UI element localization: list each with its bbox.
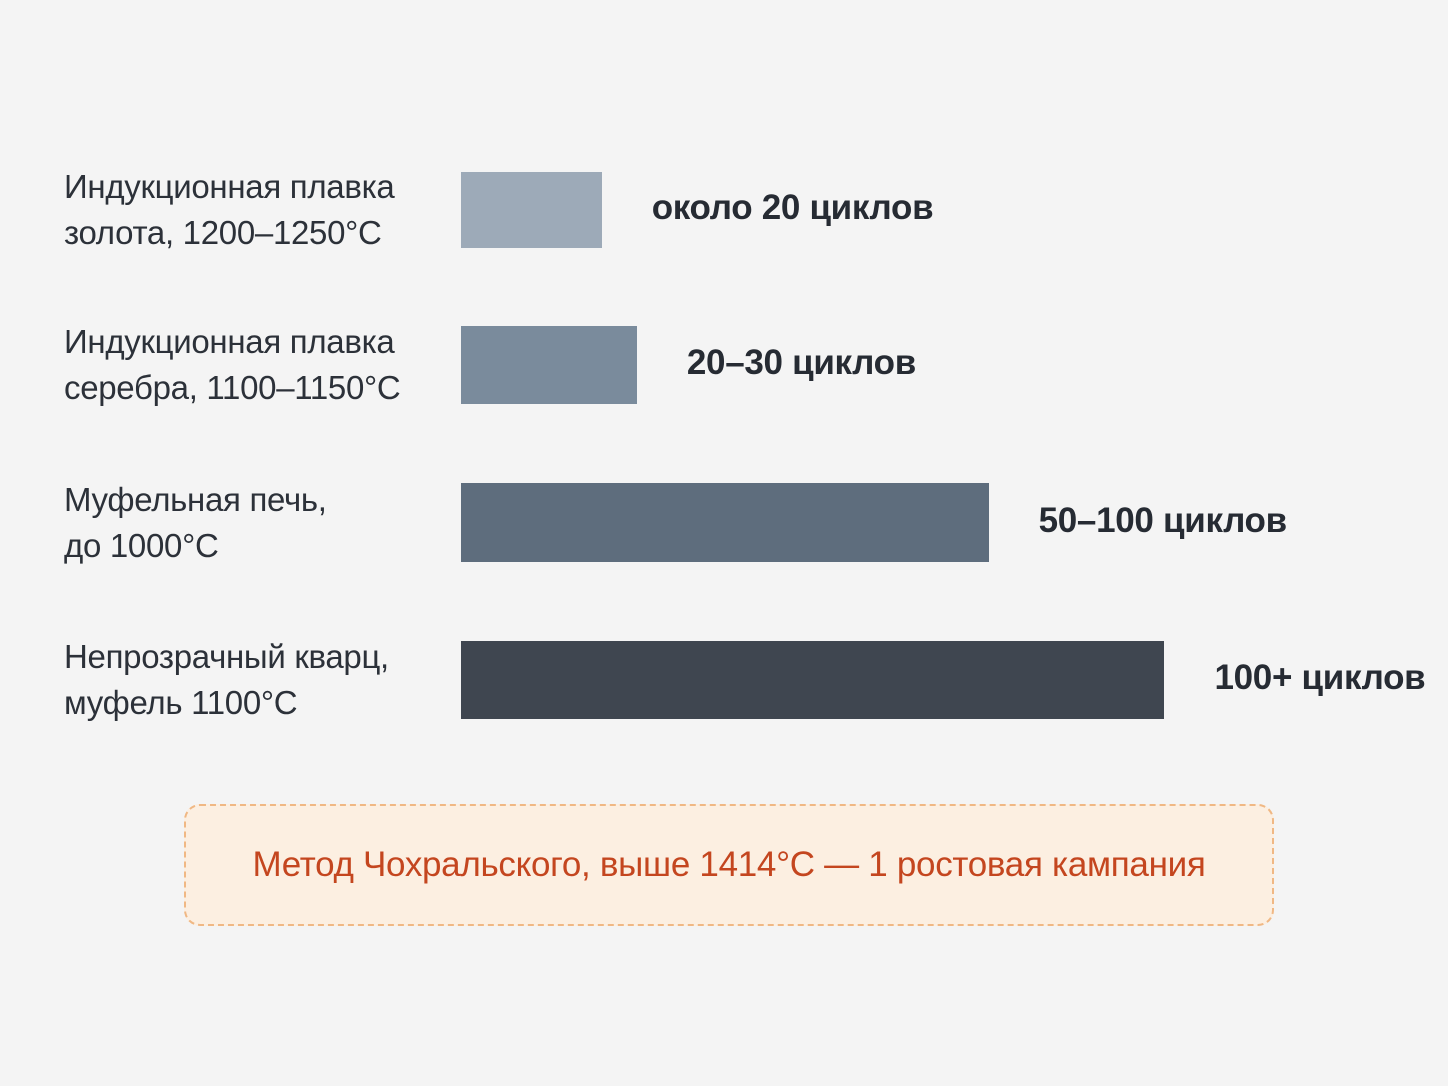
bar (461, 172, 602, 248)
annotation-text: Метод Чохральского, выше 1414°C — 1 рост… (252, 845, 1206, 884)
category-label-line: золота, 1200–1250°C (64, 214, 382, 251)
bar (461, 326, 637, 404)
category-label: Муфельная печь, до 1000°C (64, 477, 444, 569)
category-label: Непрозрачный кварц, муфель 1100°C (64, 634, 444, 726)
category-label-line: Индукционная плавка (64, 323, 395, 360)
category-label: Индукционная плавка серебра, 1100–1150°C (64, 319, 444, 411)
category-label-line: Индукционная плавка (64, 168, 395, 205)
value-label: 50–100 циклов (1038, 500, 1288, 540)
category-label-line: до 1000°C (64, 526, 219, 564)
category-label: Индукционная плавка золота, 1200–1250°C (64, 164, 444, 256)
annotation-box: Метод Чохральского, выше 1414°C — 1 рост… (184, 804, 1274, 926)
category-label-line: серебра, 1100–1150°C (64, 369, 401, 406)
value-label: 100+ циклов (1214, 658, 1426, 697)
value-label: 20–30 циклов (686, 343, 916, 382)
value-label: около 20 циклов (651, 188, 934, 227)
category-label-line: Муфельная печь, (64, 480, 327, 518)
bar (461, 483, 989, 562)
category-label-line: Непрозрачный кварц, (64, 638, 389, 675)
bar (461, 641, 1165, 719)
category-label-line: муфель 1100°C (64, 684, 298, 721)
